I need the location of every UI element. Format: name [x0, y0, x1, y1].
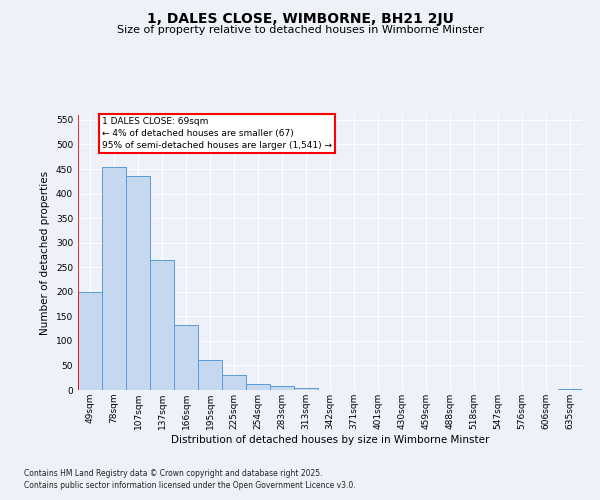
Bar — [246, 384, 270, 390]
Text: 1 DALES CLOSE: 69sqm
← 4% of detached houses are smaller (67)
95% of semi-detach: 1 DALES CLOSE: 69sqm ← 4% of detached ho… — [102, 118, 332, 150]
Bar — [102, 166, 126, 390]
Bar — [270, 386, 294, 390]
Bar — [150, 260, 174, 390]
Bar — [174, 324, 198, 390]
Text: Contains HM Land Registry data © Crown copyright and database right 2025.: Contains HM Land Registry data © Crown c… — [24, 468, 323, 477]
Bar — [198, 360, 222, 390]
X-axis label: Distribution of detached houses by size in Wimborne Minster: Distribution of detached houses by size … — [171, 434, 489, 444]
Text: Size of property relative to detached houses in Wimborne Minster: Size of property relative to detached ho… — [116, 25, 484, 35]
Text: 1, DALES CLOSE, WIMBORNE, BH21 2JU: 1, DALES CLOSE, WIMBORNE, BH21 2JU — [146, 12, 454, 26]
Bar — [126, 176, 150, 390]
Bar — [222, 376, 246, 390]
Bar — [558, 389, 582, 390]
Bar — [294, 388, 318, 390]
Bar — [78, 292, 102, 390]
Text: Contains public sector information licensed under the Open Government Licence v3: Contains public sector information licen… — [24, 481, 356, 490]
Y-axis label: Number of detached properties: Number of detached properties — [40, 170, 50, 334]
